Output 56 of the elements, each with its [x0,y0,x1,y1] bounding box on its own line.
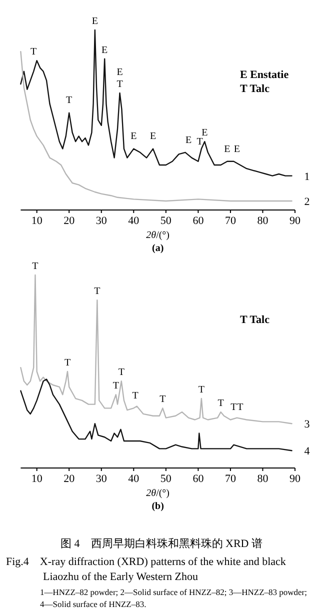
x-tick-label: 90 [290,215,301,227]
annotation: E [224,144,230,155]
annotation: T [112,380,119,392]
series-label: 2 [304,196,310,208]
x-tick-label: 10 [31,473,43,485]
annotation: T [30,46,37,58]
x-tick-label: 50 [160,215,172,227]
x-tick-label: 80 [257,215,269,227]
annotation: T Talc [240,314,270,326]
x-tick-label: 40 [128,473,140,485]
x-tick-label: 70 [224,215,236,227]
x-tick-label: 20 [64,473,76,485]
text: (b) [152,501,164,512]
annotation: T [64,358,71,368]
x-tick-label: 70 [224,473,236,485]
x-tick-label: 30 [96,215,108,227]
annotation: E Enstatie [240,69,289,81]
x-tick-label: 60 [192,215,204,227]
annotation: T [218,398,224,410]
annotation: E [234,144,240,155]
annotation: T [198,384,204,396]
text: (a) [152,243,164,254]
annotation: T [118,367,124,378]
annotation: T [132,390,138,402]
x-axis-title: 2θ/(°) [146,488,170,499]
annotation: E [150,131,156,142]
annotation: T [116,79,123,90]
x-tick-label: 60 [192,473,204,485]
series-label: 4 [304,446,310,458]
annotation: T [196,136,203,148]
annotation: T [237,402,244,413]
annotation: E [102,44,108,56]
annotation: T [32,261,38,272]
annotation: T [66,95,72,106]
x-tick-label: 10 [31,215,43,227]
annotation: E [92,16,98,27]
annotation: E [130,131,137,142]
text: 图 4 西周早期白料珠和黑料珠的 XRD 谱 [60,537,262,550]
x-tick-label: 20 [64,215,76,227]
x-axis-title: 2θ/(°) [146,230,170,241]
annotation: E [185,134,192,146]
annotation: E [202,128,208,139]
annotation: T Talc [240,83,270,95]
x-tick-label: 40 [128,215,140,227]
series-label: 3 [304,418,310,431]
text: Fig.4 X-ray diffraction (XRD) patterns of the white and black Liaozhu of the Early Western Zhou [6,556,286,583]
x-tick-label: 90 [290,473,301,485]
x-tick-label: 30 [96,473,108,485]
annotation: T [160,394,166,406]
annotation: T [94,286,100,298]
series-label: 1 [304,170,310,183]
annotation: E [116,67,123,78]
text: 1—HNZZ–82 powder; 2—Solid surface of HNZZ–82; 3—HNZZ–83 powder; 4—Solid surface of HNZZ–83. [40,587,307,609]
x-tick-label: 50 [160,473,172,485]
annotation: T [230,402,237,413]
x-tick-label: 80 [257,473,269,485]
